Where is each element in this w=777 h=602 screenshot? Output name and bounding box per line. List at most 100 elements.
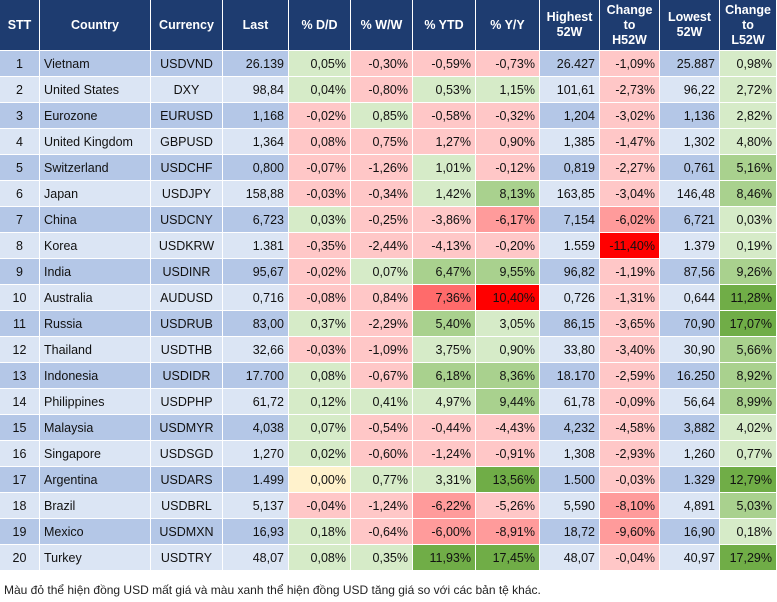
cell-chg-h52: -2,73%: [600, 77, 660, 103]
cell-dd: 0,05%: [289, 51, 351, 77]
col-header-ytd[interactable]: % YTD: [413, 0, 476, 51]
cell-country: Thailand: [40, 337, 151, 363]
cell-high52: 101,61: [540, 77, 600, 103]
cell-chg-h52: -4,58%: [600, 415, 660, 441]
cell-dd: -0,08%: [289, 285, 351, 311]
cell-country: Philippines: [40, 389, 151, 415]
cell-high52: 1.500: [540, 467, 600, 493]
table-row[interactable]: 18 Brazil USDBRL 5,137 -0,04% -1,24% -6,22% -5,…: [0, 493, 777, 519]
cell-low52: 1.329: [660, 467, 720, 493]
cell-ww: -1,26%: [351, 155, 413, 181]
table-row[interactable]: 20 Turkey USDTRY 48,07 0,08% 0,35% 11,93% 17,45…: [0, 545, 777, 571]
cell-last: 48,07: [223, 545, 289, 571]
cell-ww: 0,07%: [351, 259, 413, 285]
col-header-ww[interactable]: % W/W: [351, 0, 413, 51]
cell-dd: 0,37%: [289, 311, 351, 337]
cell-ytd: -6,00%: [413, 519, 476, 545]
col-header-low52[interactable]: Lowest 52W: [660, 0, 720, 51]
cell-chg-l52: 0,98%: [720, 51, 777, 77]
cell-chg-l52: 11,28%: [720, 285, 777, 311]
cell-chg-l52: 8,92%: [720, 363, 777, 389]
cell-low52: 1,136: [660, 103, 720, 129]
cell-high52: 163,85: [540, 181, 600, 207]
cell-chg-l52: 5,66%: [720, 337, 777, 363]
col-header-country[interactable]: Country: [40, 0, 151, 51]
table-row[interactable]: 11 Russia USDRUB 83,00 0,37% -2,29% 5,40% 3,05%…: [0, 311, 777, 337]
table-row[interactable]: 16 Singapore USDSGD 1,270 0,02% -0,60% -1,24% -…: [0, 441, 777, 467]
col-header-dd[interactable]: % D/D: [289, 0, 351, 51]
cell-stt: 3: [0, 103, 40, 129]
cell-ww: -0,60%: [351, 441, 413, 467]
cell-high52: 1,204: [540, 103, 600, 129]
col-header-high52[interactable]: Highest 52W: [540, 0, 600, 51]
cell-currency: USDMXN: [151, 519, 223, 545]
cell-chg-h52: -8,10%: [600, 493, 660, 519]
cell-last: 5,137: [223, 493, 289, 519]
cell-stt: 4: [0, 129, 40, 155]
table-row[interactable]: 12 Thailand USDTHB 32,66 -0,03% -1,09% 3,75% 0,…: [0, 337, 777, 363]
cell-high52: 5,590: [540, 493, 600, 519]
cell-ww: -1,24%: [351, 493, 413, 519]
table-row[interactable]: 14 Philippines USDPHP 61,72 0,12% 0,41% 4,97% 9…: [0, 389, 777, 415]
cell-ytd: -0,59%: [413, 51, 476, 77]
table-row[interactable]: 8 Korea USDKRW 1.381 -0,35% -2,44% -4,13% -0,20…: [0, 233, 777, 259]
table-row[interactable]: 9 India USDINR 95,67 -0,02% 0,07% 6,47% 9,55% 96…: [0, 259, 777, 285]
cell-country: Vietnam: [40, 51, 151, 77]
cell-stt: 13: [0, 363, 40, 389]
cell-high52: 18.170: [540, 363, 600, 389]
col-header-last[interactable]: Last: [223, 0, 289, 51]
cell-high52: 0,726: [540, 285, 600, 311]
cell-high52: 61,78: [540, 389, 600, 415]
cell-country: Korea: [40, 233, 151, 259]
cell-dd: 0,04%: [289, 77, 351, 103]
cell-stt: 11: [0, 311, 40, 337]
cell-last: 6,723: [223, 207, 289, 233]
cell-stt: 1: [0, 51, 40, 77]
cell-last: 16,93: [223, 519, 289, 545]
cell-currency: USDKRW: [151, 233, 223, 259]
cell-country: India: [40, 259, 151, 285]
cell-chg-l52: 8,99%: [720, 389, 777, 415]
cell-high52: 86,15: [540, 311, 600, 337]
col-header-stt[interactable]: STT: [0, 0, 40, 51]
cell-dd: 0,18%: [289, 519, 351, 545]
cell-chg-h52: -2,59%: [600, 363, 660, 389]
col-header-yy[interactable]: % Y/Y: [476, 0, 540, 51]
cell-country: Singapore: [40, 441, 151, 467]
table-row[interactable]: 17 Argentina USDARS 1.499 0,00% 0,77% 3,31% 13,…: [0, 467, 777, 493]
col-header-chgl52-line: L52W: [731, 32, 765, 47]
table-row[interactable]: 13 Indonesia USDIDR 17.700 0,08% -0,67% 6,18% 8…: [0, 363, 777, 389]
table-row[interactable]: 5 Switzerland USDCHF 0,800 -0,07% -1,26% 1,01%…: [0, 155, 777, 181]
cell-ytd: 3,31%: [413, 467, 476, 493]
cell-chg-h52: -1,09%: [600, 51, 660, 77]
table-row[interactable]: 6 Japan USDJPY 158,88 -0,03% -0,34% 1,42% 8,13%…: [0, 181, 777, 207]
cell-chg-h52: -3,02%: [600, 103, 660, 129]
cell-currency: USDTRY: [151, 545, 223, 571]
col-header-currency[interactable]: Currency: [151, 0, 223, 51]
col-header-low52-line: Lowest: [667, 10, 712, 24]
table-row[interactable]: 7 China USDCNY 6,723 0,03% -0,25% -3,86% -6,17%…: [0, 207, 777, 233]
cell-stt: 19: [0, 519, 40, 545]
col-header-chgh52[interactable]: Change to H52W: [600, 0, 660, 51]
col-header-chgl52[interactable]: Change to L52W: [720, 0, 777, 51]
table-row[interactable]: 2 United States DXY 98,84 0,04% -0,80% 0,53% 1,…: [0, 77, 777, 103]
cell-dd: 0,08%: [289, 129, 351, 155]
cell-chg-l52: 17,07%: [720, 311, 777, 337]
table-row[interactable]: 3 Eurozone EURUSD 1,168 -0,02% 0,85% -0,58% -0,…: [0, 103, 777, 129]
table-row[interactable]: 15 Malaysia USDMYR 4,038 0,07% -0,54% -0,44% -4…: [0, 415, 777, 441]
cell-last: 98,84: [223, 77, 289, 103]
cell-ww: -2,44%: [351, 233, 413, 259]
cell-ytd: 11,93%: [413, 545, 476, 571]
col-header-chgh52-line: H52W: [612, 32, 647, 47]
cell-chg-h52: -9,60%: [600, 519, 660, 545]
cell-dd: 0,07%: [289, 415, 351, 441]
cell-currency: EURUSD: [151, 103, 223, 129]
table-row[interactable]: 4 United Kingdom GBPUSD 1,364 0,08% 0,75% 1,27…: [0, 129, 777, 155]
table-row[interactable]: 10 Australia AUDUSD 0,716 -0,08% 0,84% 7,36% 10…: [0, 285, 777, 311]
cell-chg-h52: -1,47%: [600, 129, 660, 155]
table-row[interactable]: 19 Mexico USDMXN 16,93 0,18% -0,64% -6,00% -8,9…: [0, 519, 777, 545]
cell-yy: 8,36%: [476, 363, 540, 389]
table-row[interactable]: 1 Vietnam USDVND 26.139 0,05% -0,30% -0,59% -0,…: [0, 51, 777, 77]
cell-ww: -0,30%: [351, 51, 413, 77]
